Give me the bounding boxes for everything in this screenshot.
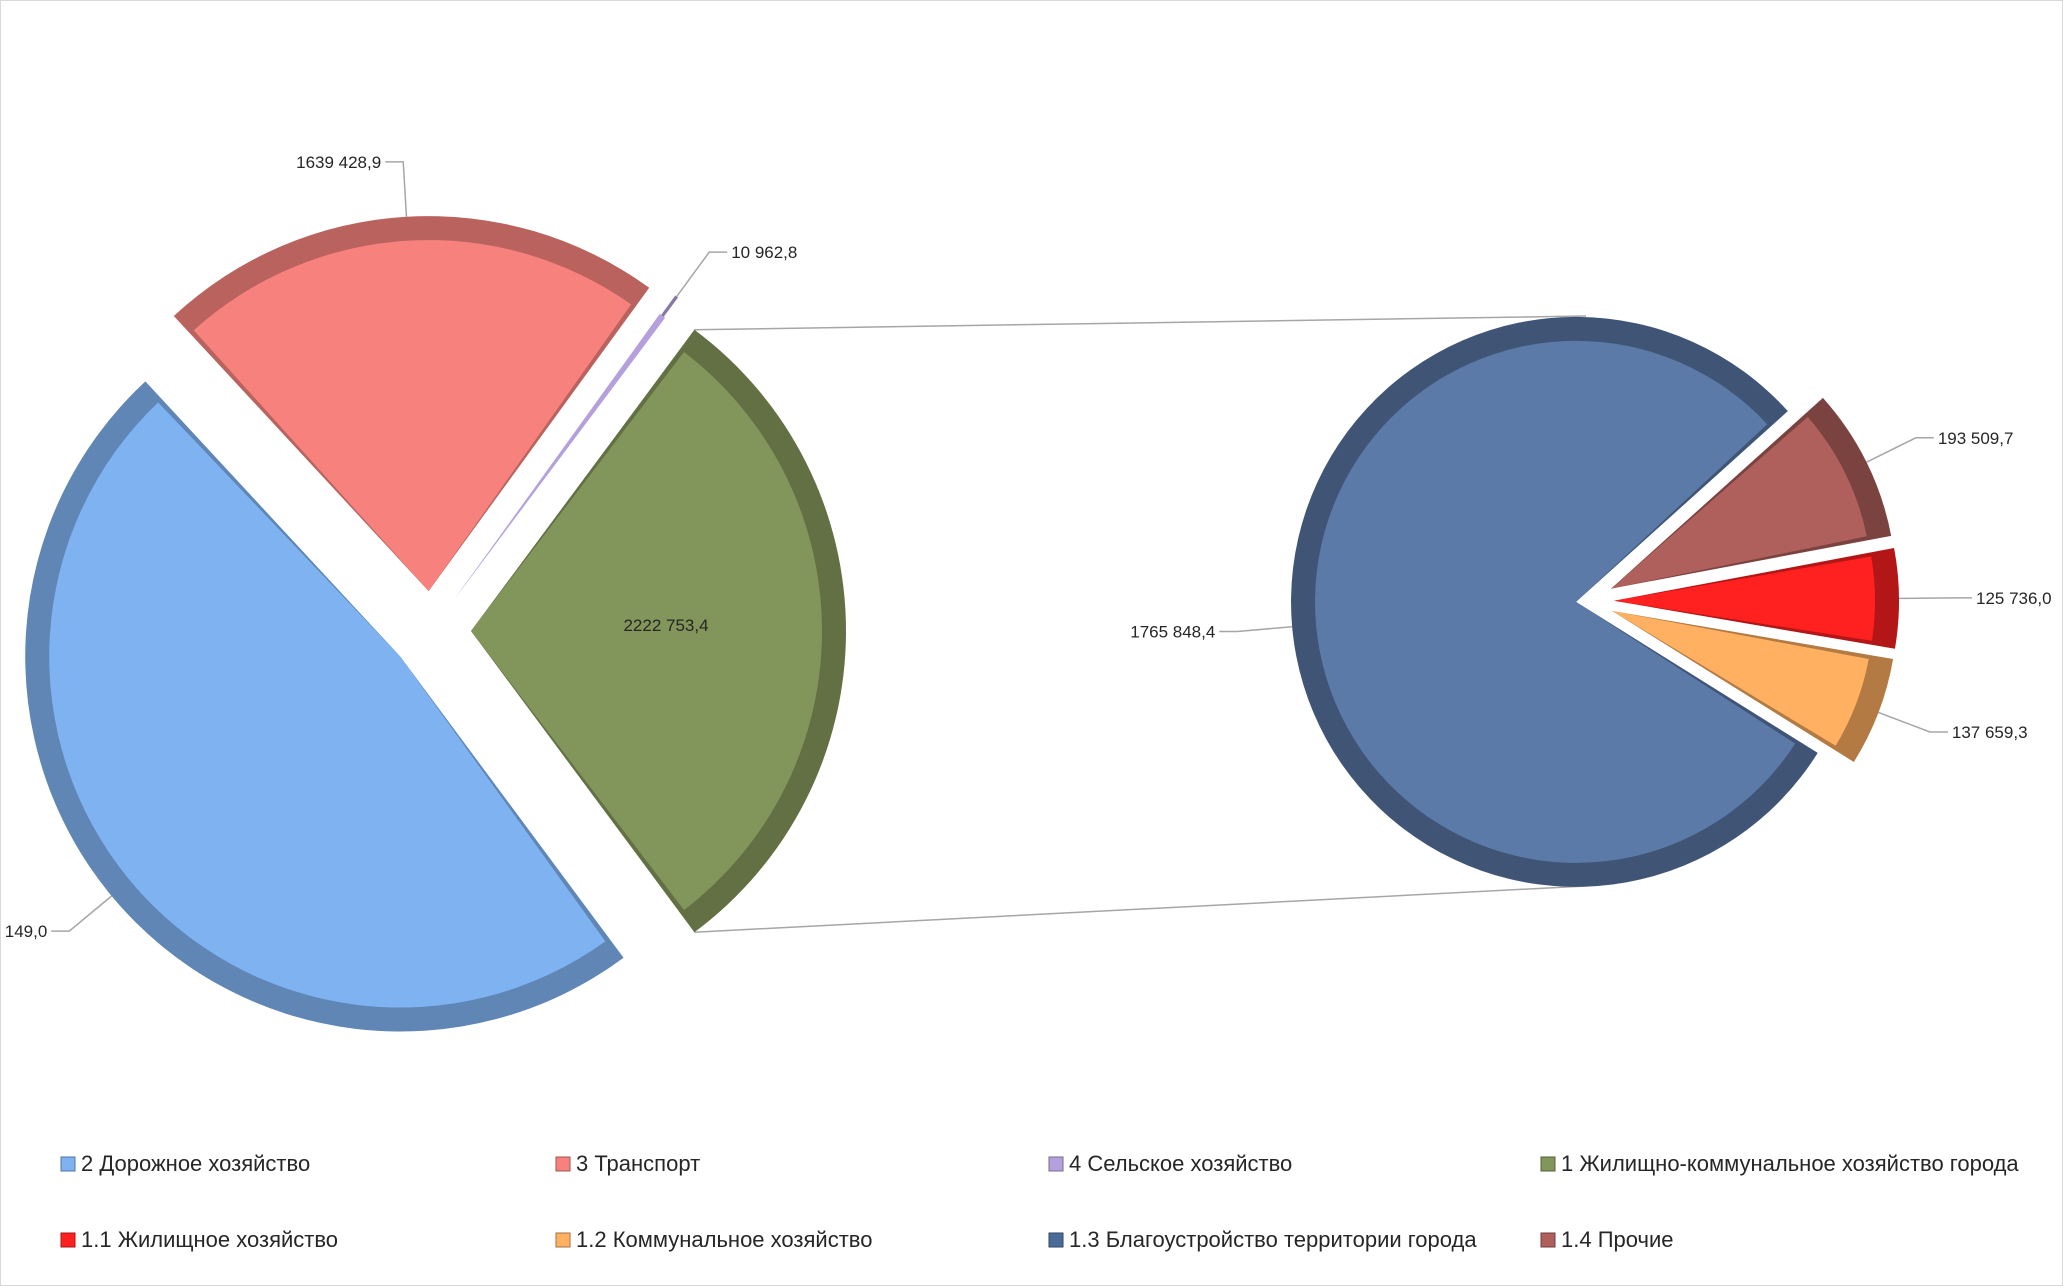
main-slice-1-жилищно-коммунальное-хозяйство-города [471,329,846,933]
legend-swatch [555,1156,571,1172]
data-label-1-3-благоустройство-территории-города-leader [1219,625,1293,633]
legend-swatch [60,1232,76,1248]
connector-lines [694,315,1587,933]
secondary-slice-1-2-коммунальное-хозяйство [1612,610,1894,762]
legend-swatch [555,1232,571,1248]
connector-line-top [694,315,1587,331]
legend-label: 4 Сельское хозяйство [1069,1151,1292,1176]
data-label-3-транспорт: 1639 428,9 [296,153,381,172]
data-label-1-4-прочие-leader [1866,437,1934,463]
legend-label: 1 Жилищно-коммунальное хозяйство города [1561,1151,2019,1176]
legend-label: 1.3 Благоустройство территории города [1069,1227,1477,1252]
legend-label: 1.1 Жилищное хозяйство [81,1227,338,1252]
legend-swatch [1540,1232,1556,1248]
legend-item-1-жилищно-коммунальное-хозяйство-города: 1 Жилищно-коммунальное хозяйство города [1540,1151,2019,1176]
legend-item-2-дорожное-хозяйство: 2 Дорожное хозяйство [60,1151,310,1176]
secondary-slice-face [1315,340,1796,863]
data-label-1-3-благоустройство-территории-города: 1765 848,4 [1130,623,1215,642]
data-label-1-1-жилищное-хозяйство: 125 736,0 [1976,589,2052,608]
data-label-1-4-прочие: 193 509,7 [1938,429,2014,448]
data-labels: 3613 149,0 1639 428,9 10 962,8 2222 753,4 17… [1,153,2052,941]
legend-label: 1.4 Прочие [1561,1227,1673,1252]
legend-item-3-транспорт: 3 Транспорт [555,1151,700,1176]
legend-item-1-3-благоустройство-территории-города: 1.3 Благоустройство территории города [1048,1227,1477,1252]
secondary-slice-face [1613,556,1875,641]
data-label-4-сельское-хозяйство: 10 962,8 [731,243,797,262]
secondary-pie [1291,316,1899,887]
secondary-slice-1-3-благоустройство-территории-города [1291,316,1818,887]
legend-swatch [60,1156,76,1172]
secondary-slice-face [1611,417,1867,589]
legend-item-1-1-жилищное-хозяйство: 1.1 Жилищное хозяйство [60,1227,338,1252]
legend-label: 1.2 Коммунальное хозяйство [576,1227,872,1252]
main-slice-4-сельское-хозяйство [454,295,679,599]
legend: 2 Дорожное хозяйство 3 Транспорт 4 Сельско… [60,1151,2019,1252]
secondary-slice-1-4-прочие [1611,397,1892,589]
main-pie [25,216,846,1032]
main-slice-2-дорожное-хозяйство [25,381,624,1032]
legend-swatch [1048,1156,1064,1172]
data-label-1-2-коммунальное-хозяйство: 137 659,3 [1952,723,2028,742]
legend-item-1-4-прочие: 1.4 Прочие [1540,1227,1673,1252]
main-slice-face [454,313,666,599]
secondary-slice-1-1-жилищное-хозяйство [1613,548,1899,649]
legend-label: 3 Транспорт [576,1151,700,1176]
main-slice-3-транспорт [173,216,650,592]
connector-line-bottom [694,885,1587,933]
legend-swatch [1540,1156,1556,1172]
data-label-1-жилищно-коммунальное-хозяйство-города: 2222 753,4 [623,616,708,635]
data-label-2-дорожное-хозяйство-leader [51,895,113,932]
legend-label: 2 Дорожное хозяйство [81,1151,310,1176]
secondary-slice-face [1612,610,1869,746]
data-label-2-дорожное-хозяйство: 3613 149,0 [1,922,47,941]
data-label-1-2-коммунальное-хозяйство-leader [1878,711,1948,733]
data-label-3-транспорт-leader [385,161,408,217]
main-slice-face [49,402,606,1008]
main-slice-face [471,351,823,911]
legend-item-4-сельское-хозяйство: 4 Сельское хозяйство [1048,1151,1292,1176]
legend-swatch [1048,1232,1064,1248]
legend-item-1-2-коммунальное-хозяйство: 1.2 Коммунальное хозяйство [555,1227,872,1252]
main-slice-face [193,240,632,592]
data-label-4-сельское-хозяйство-leader [676,251,728,297]
